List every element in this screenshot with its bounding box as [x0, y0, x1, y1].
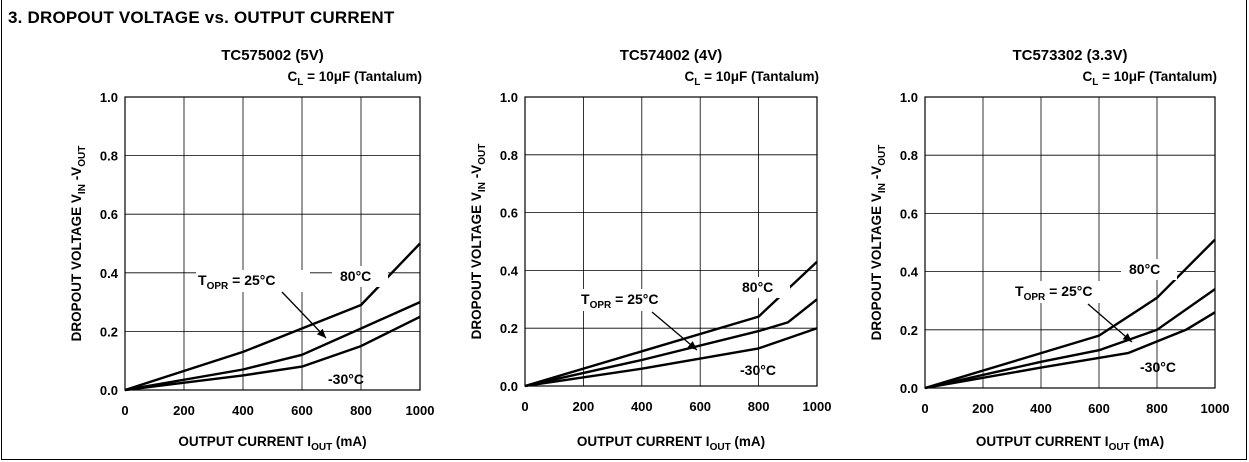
chart-condition: CL = 10μF (Tantalum) — [287, 69, 422, 88]
y-tick-label: 0.6 — [500, 206, 518, 221]
y-tick-label: 0.4 — [500, 263, 519, 278]
x-tick-label: 400 — [631, 399, 653, 414]
annotation-arrow — [1087, 303, 1133, 343]
x-tick-label: 1000 — [1201, 401, 1230, 416]
x-tick-label: 200 — [573, 399, 595, 414]
y-tick-label: 0.8 — [100, 149, 118, 164]
annotation-bg — [734, 277, 790, 298]
plot-frame — [924, 96, 1216, 389]
y-tick-label: 1.0 — [100, 90, 118, 105]
annotation-bg — [1121, 259, 1177, 280]
y-tick-label: 0.2 — [500, 321, 518, 336]
x-tick-label: 0 — [521, 399, 528, 414]
chart-1: TC575002 (5V) CL = 10μF (Tantalum) 0.0 0.2 0… — [69, 47, 434, 453]
y-axis-label: DROPOUT VOLTAGE VIN -VOUT — [69, 146, 88, 342]
chart-condition: CL = 10μF (Tantalum) — [1082, 69, 1217, 88]
x-axis-label: OUTPUT CURRENT IOUT (mA) — [178, 434, 366, 453]
series-line — [524, 327, 818, 388]
y-axis-label: DROPOUT VOLTAGE VIN -VOUT — [869, 145, 888, 341]
chart-title: TC573302 (3.3V) — [1012, 47, 1127, 64]
y-tick-label: 0.2 — [900, 323, 918, 338]
y-tick-label: 0.2 — [100, 324, 118, 339]
x-tick-label: 800 — [748, 399, 770, 414]
x-tick-label: 400 — [232, 403, 254, 418]
label-80c: 80°C — [340, 268, 371, 284]
y-tick-label: 1.0 — [500, 90, 518, 105]
y-tick-label: 1.0 — [900, 90, 918, 105]
label-minus30c: -30°C — [1140, 359, 1176, 375]
x-tick-label: 400 — [1030, 401, 1052, 416]
x-axis-label: OUTPUT CURRENT IOUT (mA) — [577, 434, 765, 453]
x-tick-label: 0 — [121, 403, 128, 418]
x-tick-label: 200 — [972, 401, 994, 416]
arrow-head — [1122, 333, 1132, 342]
annotation-arrow — [281, 291, 327, 339]
series-line — [124, 301, 421, 392]
x-tick-label: 600 — [291, 403, 313, 418]
y-tick-label: 0.0 — [900, 381, 918, 396]
label-80c: 80°C — [742, 279, 773, 295]
series-line — [924, 288, 1216, 390]
x-axis-label: OUTPUT CURRENT IOUT (mA) — [976, 434, 1164, 453]
label-80c: 80°C — [1129, 261, 1160, 277]
chart-condition: CL = 10μF (Tantalum) — [684, 69, 819, 88]
plot-frame — [124, 96, 421, 391]
annotation-bg — [579, 289, 693, 311]
plot-frame — [524, 96, 818, 387]
y-tick-label: 0.8 — [500, 148, 518, 163]
y-tick-label: 0.4 — [100, 266, 119, 281]
x-tick-label: 800 — [350, 403, 372, 418]
annotation-bg — [196, 270, 310, 292]
x-tick-label: 800 — [1146, 401, 1168, 416]
y-tick-label: 0.0 — [500, 379, 518, 394]
y-tick-label: 0.8 — [900, 148, 918, 163]
x-tick-label: 1000 — [406, 403, 435, 418]
y-tick-label: 0.4 — [900, 265, 919, 280]
label-minus30c: -30°C — [328, 371, 364, 387]
arrow-head — [687, 341, 697, 350]
y-tick-label: 0.6 — [100, 207, 118, 222]
topr-annotation: TOPR = 25°C — [198, 272, 275, 292]
topr-annotation: TOPR = 25°C — [581, 291, 658, 311]
annotation-bg — [332, 266, 388, 287]
y-tick-label: 0.6 — [900, 206, 918, 221]
annotation-bg — [1013, 281, 1127, 303]
series-line — [124, 315, 421, 392]
arrow-head — [316, 328, 326, 338]
series-line — [924, 311, 1216, 390]
chart-title: TC575002 (5V) — [221, 47, 324, 64]
series-line — [524, 298, 818, 388]
x-tick-label: 0 — [921, 401, 928, 416]
annotation-arrow — [651, 311, 698, 351]
x-tick-label: 200 — [173, 403, 195, 418]
section-title: 3. DROPOUT VOLTAGE vs. OUTPUT CURRENT — [8, 8, 395, 27]
chart-title: TC574002 (4V) — [620, 47, 723, 64]
x-tick-label: 600 — [689, 399, 711, 414]
topr-annotation: TOPR = 25°C — [1015, 283, 1092, 303]
x-tick-label: 1000 — [803, 399, 832, 414]
chart-3: TC573302 (3.3V) CL = 10μF (Tantalum) 0.0 0.… — [869, 47, 1229, 453]
y-axis-label: DROPOUT VOLTAGE VIN -VOUT — [469, 144, 488, 340]
x-tick-label: 600 — [1088, 401, 1110, 416]
label-minus30c: -30°C — [740, 362, 776, 378]
series-line — [124, 242, 421, 392]
chart-2: TC574002 (4V) CL = 10μF (Tantalum) 0.0 0.2 0… — [469, 47, 831, 453]
y-tick-label: 0.0 — [100, 383, 118, 398]
